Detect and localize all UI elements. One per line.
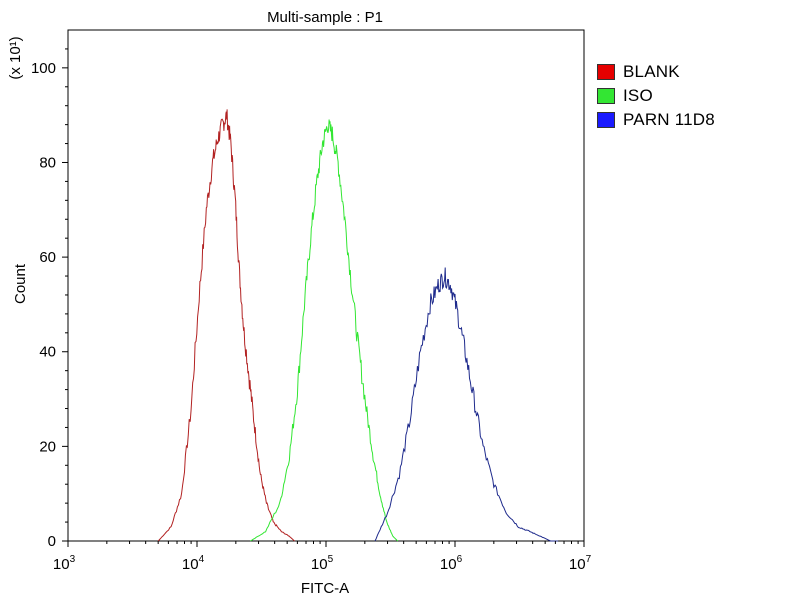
plot-frame: [67, 29, 585, 542]
legend-item-parn-11d8: PARN 11D8: [597, 108, 715, 132]
x-tick-exponent: 3: [70, 554, 76, 565]
chart-title: Multi-sample : P1: [267, 9, 383, 26]
legend-swatch-parn-11d8: [597, 112, 615, 128]
x-tick-label: 103: [53, 554, 76, 573]
x-tick-label: 106: [440, 554, 463, 573]
legend-label-iso: ISO: [623, 86, 653, 105]
legend-item-iso: ISO: [597, 84, 715, 108]
y-axis-label: Count: [12, 263, 29, 304]
y-tick-label: 100: [31, 60, 56, 77]
x-tick-label: 105: [311, 554, 334, 573]
x-axis-label: FITC-A: [301, 580, 349, 597]
legend-label-parn-11d8: PARN 11D8: [623, 110, 715, 129]
x-tick-exponent: 6: [457, 554, 463, 565]
y-multiplier-label: (x 10¹): [7, 36, 24, 79]
y-tick-label: 0: [48, 533, 56, 550]
series-line-iso: [250, 119, 399, 542]
x-tick-exponent: 5: [328, 554, 334, 565]
x-tick-label: 107: [569, 554, 592, 573]
y-tick-label: 20: [39, 438, 56, 455]
x-tick-exponent: 7: [586, 554, 592, 565]
y-tick-label: 80: [39, 154, 56, 171]
legend-swatch-blank: [597, 64, 615, 80]
y-axis: 0 20 40 60 80 100: [31, 48, 68, 550]
x-tick-exponent: 4: [199, 554, 205, 565]
series-line-parn-11d8: [374, 267, 559, 542]
series-line-blank: [157, 109, 295, 542]
x-axis: 103 104 105 106 107: [53, 541, 592, 573]
legend-swatch-iso: [597, 88, 615, 104]
legend-item-blank: BLANK: [597, 60, 715, 84]
x-tick-label: 104: [182, 554, 205, 573]
legend-label-blank: BLANK: [623, 62, 680, 81]
y-tick-label: 60: [39, 249, 56, 266]
series-layer: [157, 109, 559, 542]
y-tick-label: 40: [39, 344, 56, 361]
legend: BLANK ISO PARN 11D8: [597, 60, 715, 132]
